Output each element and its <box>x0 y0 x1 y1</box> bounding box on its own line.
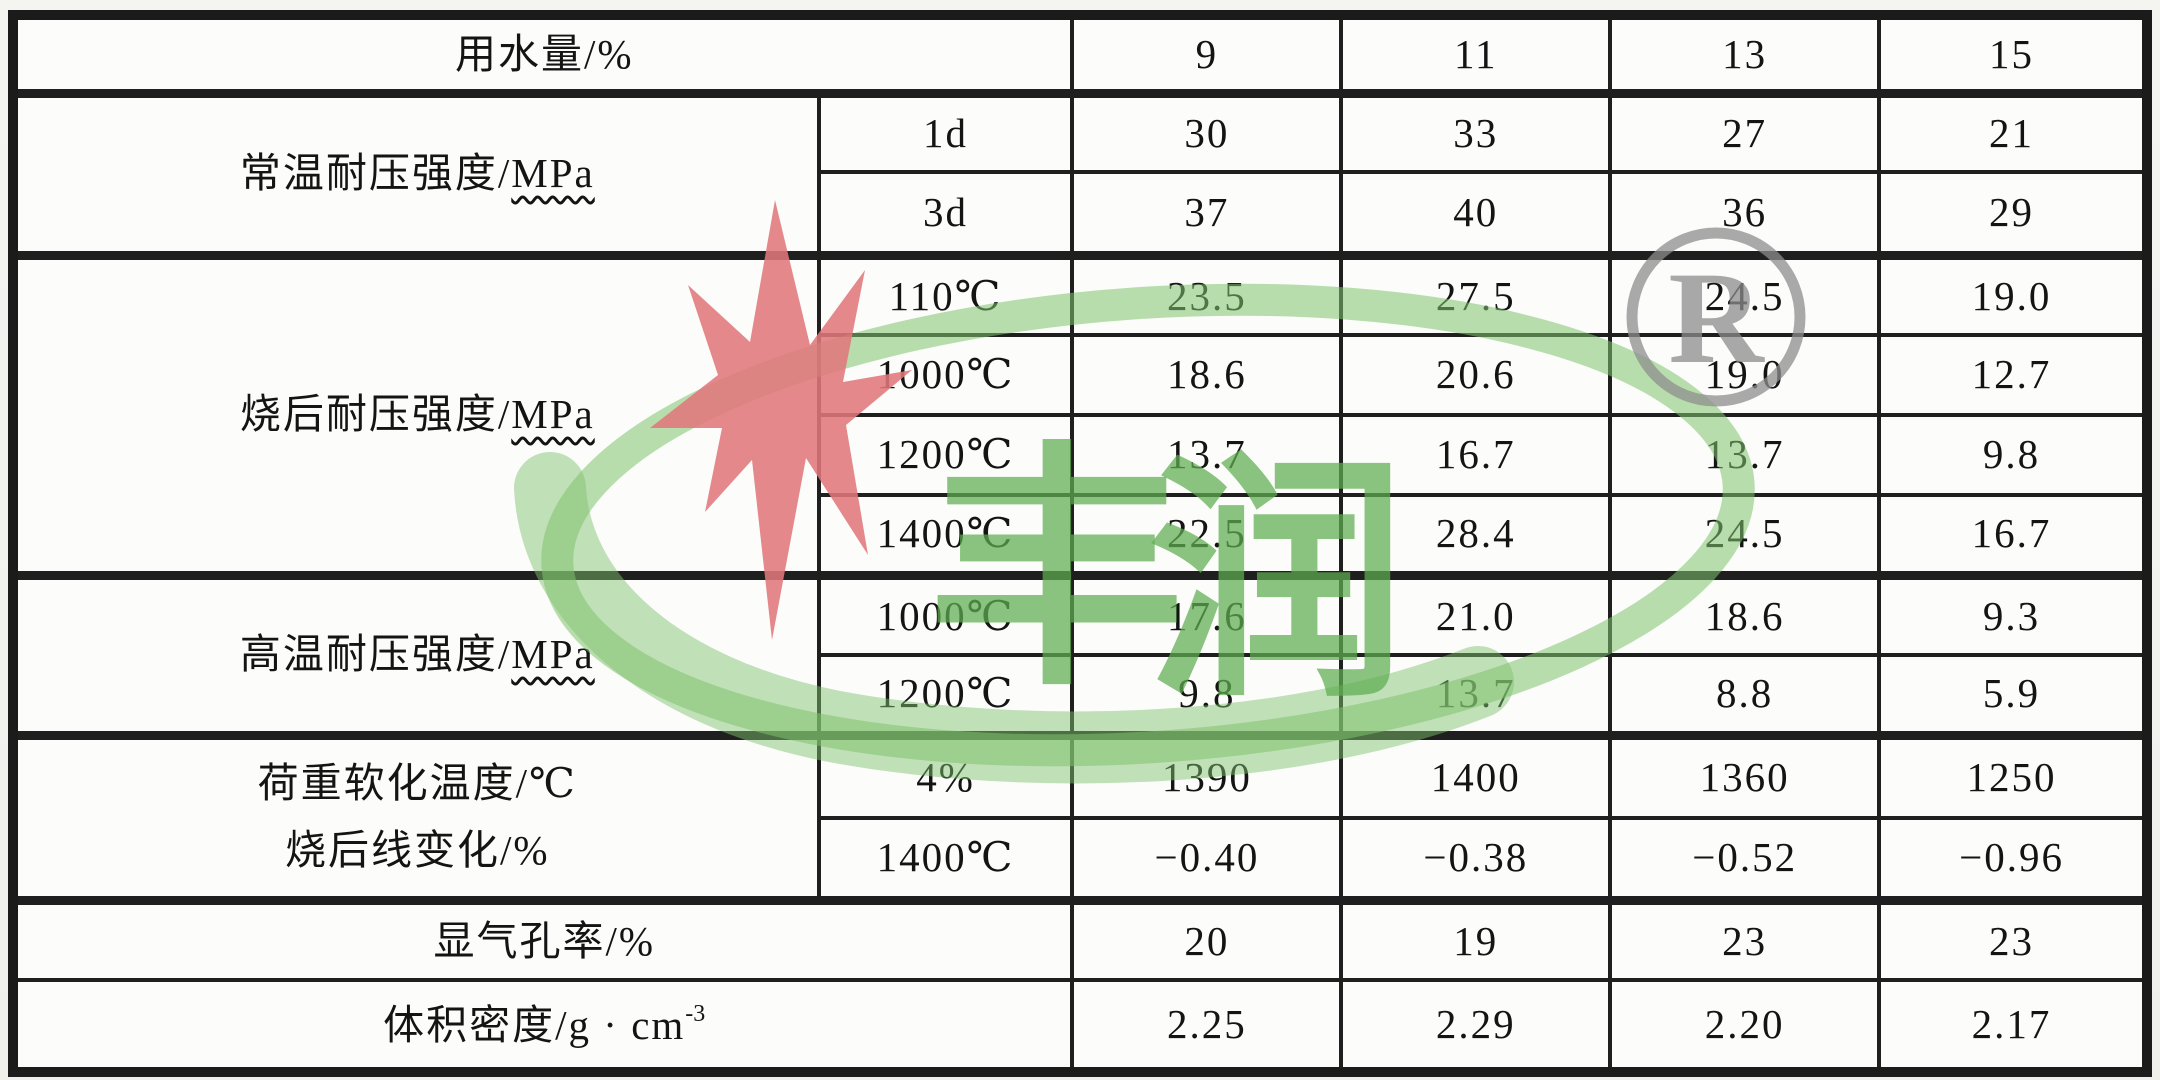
value-cell: 9.3 <box>1877 570 2149 657</box>
value-cell: −0.38 <box>1339 815 1613 905</box>
sub-label-cell: 1200℃ <box>816 413 1075 497</box>
value-cell: 13.7 <box>1608 413 1882 497</box>
value-cell: 23 <box>1608 895 1882 982</box>
section-label-line1: 荷重软化温度/℃ <box>257 760 577 807</box>
value-cell: 30 <box>1070 88 1344 174</box>
value-cell: 23.5 <box>1070 250 1344 337</box>
value-cell: 18.6 <box>1608 570 1882 657</box>
value-cell: 21.0 <box>1339 570 1613 657</box>
value-cell: 9.8 <box>1877 413 2149 497</box>
value-cell: 16.7 <box>1877 493 2149 580</box>
footer-label-cell: 显气孔率/% <box>10 895 1075 982</box>
value-cell: 37 <box>1070 170 1344 260</box>
value-cell: 12.7 <box>1877 333 2149 417</box>
value-cell: 13.7 <box>1070 413 1344 497</box>
value-cell: 36 <box>1608 170 1882 260</box>
value-cell: 9.8 <box>1070 653 1344 740</box>
table-row: 高温耐压强度/MPa 1000℃ 17.6 21.0 18.6 9.3 <box>11 570 2149 737</box>
section-label: 常温耐压强度/ <box>239 150 512 197</box>
sub-label-cell: 110℃ <box>816 250 1075 337</box>
value-cell: 2.25 <box>1070 978 1344 1074</box>
value-cell: −0.52 <box>1608 815 1882 905</box>
value-cell: 27 <box>1608 88 1882 174</box>
value-cell: 23 <box>1877 895 2149 982</box>
value-cell: 28.4 <box>1339 493 1613 580</box>
value-cell: 1250 <box>1877 730 2149 820</box>
value-cell: −0.40 <box>1070 815 1344 905</box>
value-cell: 8.8 <box>1608 653 1882 740</box>
value-cell: 13.7 <box>1339 653 1613 740</box>
table-row-header: 用水量/% 9 11 13 15 <box>10 13 2149 98</box>
table-row: 体积密度/g · cm-3 2.25 2.29 2.20 2.17 <box>10 978 2149 1074</box>
header-value-cell: 9 <box>1070 13 1344 98</box>
sub-label-cell: 1400℃ <box>816 815 1075 905</box>
value-cell: 1390 <box>1070 730 1344 820</box>
sub-label-cell: 3d <box>816 170 1075 260</box>
value-cell: 20.6 <box>1339 333 1613 417</box>
value-cell: 1360 <box>1608 730 1882 820</box>
value-cell: 24.5 <box>1608 250 1882 337</box>
header-label-cell: 用水量/% <box>10 13 1075 98</box>
value-cell: 19 <box>1339 895 1613 982</box>
sub-label-cell: 1400℃ <box>816 493 1075 580</box>
value-cell: 5.9 <box>1877 653 2149 740</box>
value-cell: 1400 <box>1339 730 1613 820</box>
value-cell: 19.0 <box>1877 250 2149 337</box>
value-cell: 24.5 <box>1608 493 1882 580</box>
table-row: 荷重软化温度/℃ 烧后线变化/% 4% 1390 1400 1360 1250 <box>11 730 2149 902</box>
footer-label-cell: 体积密度/g · cm-3 <box>10 978 1075 1074</box>
footer-label: 体积密度/g · cm <box>383 1001 686 1048</box>
section-label: 高温耐压强度/ <box>239 631 512 678</box>
value-cell: −0.96 <box>1877 815 2149 905</box>
value-cell: 2.29 <box>1339 978 1613 1074</box>
value-cell: 16.7 <box>1339 413 1613 497</box>
value-cell: 40 <box>1339 170 1613 260</box>
section-label-cell: 烧后耐压强度/MPa <box>11 250 821 577</box>
table-row: 烧后耐压强度/MPa 110℃ 23.5 27.5 24.5 19.0 <box>11 250 2149 577</box>
value-cell: 20 <box>1070 895 1344 982</box>
value-cell: 33 <box>1339 88 1613 174</box>
header-value-cell: 13 <box>1608 13 1882 98</box>
value-cell: 2.17 <box>1877 978 2149 1074</box>
value-cell: 21 <box>1877 88 2149 174</box>
header-value-cell: 15 <box>1877 13 2149 98</box>
section-unit: MPa <box>511 391 595 438</box>
sub-label-cell: 1200℃ <box>816 653 1075 740</box>
value-cell: 17.6 <box>1070 570 1344 657</box>
table-row: 显气孔率/% 20 19 23 23 <box>10 895 2149 982</box>
section-label: 烧后耐压强度/ <box>239 391 512 438</box>
value-cell: 18.6 <box>1070 333 1344 417</box>
table-row: 1400℃ −0.40 −0.38 −0.52 −0.96 <box>13 815 2149 905</box>
sub-label-cell: 4% <box>816 730 1075 820</box>
section-unit: MPa <box>511 150 595 197</box>
value-cell: 22.5 <box>1070 493 1344 580</box>
sub-label-cell: 1d <box>816 88 1075 174</box>
value-cell: 29 <box>1877 170 2149 260</box>
section-label-line2: 烧后线变化/% <box>285 827 550 874</box>
value-cell: 27.5 <box>1339 250 1613 337</box>
section-unit: MPa <box>511 631 595 678</box>
value-cell: 19.0 <box>1608 333 1882 417</box>
table-row: 常温耐压强度/MPa 1d 30 33 27 21 <box>11 88 2149 257</box>
section-label-cell: 常温耐压强度/MPa <box>11 88 821 257</box>
footer-label-exponent: -3 <box>685 1000 706 1027</box>
section-label-cell: 荷重软化温度/℃ 烧后线变化/% <box>11 730 821 902</box>
sub-label-cell: 1000℃ <box>816 570 1075 657</box>
properties-table: 用水量/% 9 11 13 15 常温耐压强度/MPa 1d 30 33 27 … <box>8 10 2152 1077</box>
section-label-cell: 高温耐压强度/MPa <box>11 570 821 737</box>
value-cell: 2.20 <box>1608 978 1882 1074</box>
two-line-label: 荷重软化温度/℃ 烧后线变化/% <box>18 740 817 896</box>
sub-label-cell: 1000℃ <box>816 333 1075 417</box>
header-value-cell: 11 <box>1339 13 1613 98</box>
